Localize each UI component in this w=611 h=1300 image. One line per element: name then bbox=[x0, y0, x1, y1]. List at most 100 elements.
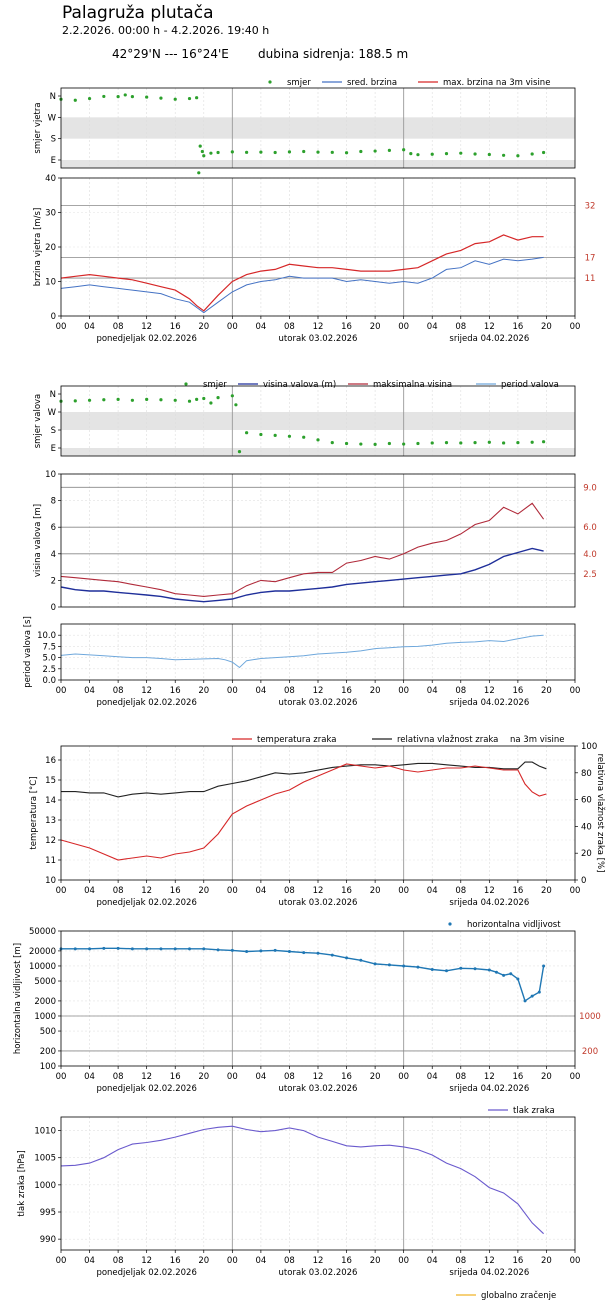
temp-humidity-day-label: srijeda 04.02.2026 bbox=[449, 898, 529, 908]
wind-dir-point bbox=[197, 171, 201, 175]
pressure-day-label: utorak 03.02.2026 bbox=[279, 1268, 358, 1278]
visibility-xtick-label: 12 bbox=[141, 1072, 152, 1082]
temp-humidity-day-label: utorak 03.02.2026 bbox=[279, 898, 358, 908]
wave-dir-point bbox=[344, 441, 349, 446]
wind-dir-point bbox=[430, 152, 434, 156]
wave-period-day-label: ponedjeljak 02.02.2026 bbox=[96, 698, 196, 708]
pressure-legend-label: globalno zračenje bbox=[481, 1290, 556, 1300]
wind-speed-xtick-label: 00 bbox=[56, 322, 67, 332]
wave-dir-point bbox=[202, 396, 206, 401]
temp-humidity-xtick-label: 16 bbox=[170, 886, 181, 896]
visibility-day-label: utorak 03.02.2026 bbox=[279, 1084, 358, 1094]
temp-humidity-xtick-label: 08 bbox=[284, 886, 295, 896]
wave-dir-band bbox=[61, 412, 575, 430]
wave-dir-ytick-label: S bbox=[51, 426, 56, 436]
wave-height-ytick-label: 2 bbox=[51, 576, 56, 586]
wave-period-ytick-label: 2.5 bbox=[42, 665, 56, 675]
wave-dir-frame bbox=[60, 385, 576, 457]
temp-humidity-xtick-label: 16 bbox=[512, 886, 523, 896]
visibility-ytick-label: 2000 bbox=[34, 997, 56, 1007]
wind-dir-ytick-label: W bbox=[48, 113, 57, 123]
wave-height-ytick-label: 0 bbox=[51, 603, 56, 613]
temp-humidity-xtick-label: 20 bbox=[198, 886, 209, 896]
visibility-xtick-label: 20 bbox=[541, 1072, 552, 1082]
wind-dir-point bbox=[473, 152, 477, 156]
date-range: 2.2.2026. 00:00 h - 4.2.2026. 19:40 h bbox=[62, 24, 270, 37]
wave-period-xtick-label: 16 bbox=[341, 686, 352, 696]
wave-dir-point bbox=[245, 431, 249, 435]
visibility-xtick-label: 16 bbox=[170, 1072, 181, 1082]
temp-humidity-xtick-label: 20 bbox=[370, 886, 381, 896]
wind-dir-point bbox=[330, 150, 334, 154]
wind-dir-ytick-label: N bbox=[50, 92, 56, 102]
wave-period-xtick-label: 08 bbox=[284, 686, 295, 696]
wind-speed-xtick-label: 00 bbox=[570, 322, 581, 332]
temp-humidity-day-label: ponedjeljak 02.02.2026 bbox=[96, 898, 196, 908]
wave-height-ref-label: 2.5 bbox=[583, 570, 597, 580]
wind-dir-point bbox=[359, 149, 363, 154]
wave-dir-point bbox=[316, 438, 320, 442]
temp-humidity-xtick-label: 04 bbox=[427, 886, 438, 896]
wave-period-xtick-label: 08 bbox=[113, 686, 124, 696]
pressure-xtick-label: 16 bbox=[512, 1256, 523, 1266]
pressure-ytick-label: 995 bbox=[40, 1208, 56, 1218]
wind-speed-series-max bbox=[60, 234, 544, 312]
wave-dir-point bbox=[387, 441, 391, 446]
wind-dir-point bbox=[409, 152, 413, 156]
wave-height-ytick-label: 10 bbox=[45, 470, 56, 480]
temp-humidity-xtick-label: 08 bbox=[455, 886, 466, 896]
wave-dir-point bbox=[359, 442, 363, 446]
wind-speed-xtick-label: 20 bbox=[541, 322, 552, 332]
wind-speed-xtick-label: 20 bbox=[198, 322, 209, 332]
wave-height-ytick-label: 8 bbox=[51, 497, 56, 507]
temp-humidity-legend-label: relativna vlažnost zraka bbox=[397, 735, 498, 745]
visibility-ylabel: horizontalna vidljivost [m] bbox=[13, 943, 23, 1054]
wind-speed-day-label: ponedjeljak 02.02.2026 bbox=[96, 334, 196, 344]
wind-dir-point bbox=[102, 94, 106, 99]
wind-dir-point bbox=[187, 96, 192, 101]
temp-humidity-ytick-right-label: 80 bbox=[581, 769, 592, 779]
coordinates: 42°29'N --- 16°24'E bbox=[112, 47, 229, 61]
wave-dir-ytick-label: W bbox=[48, 408, 57, 418]
wind-dir-point bbox=[200, 149, 204, 154]
temp-humidity-ytick-right-label: 40 bbox=[581, 822, 592, 832]
pressure-xtick-label: 12 bbox=[313, 1256, 324, 1266]
wave-dir-point bbox=[287, 434, 292, 438]
pressure-xtick-label: 04 bbox=[255, 1256, 266, 1266]
temp-humidity-ylabel: temperatura [°C] bbox=[29, 776, 39, 849]
visibility-legend-marker bbox=[448, 922, 452, 926]
wave-dir-point bbox=[473, 441, 477, 445]
wave-dir-point bbox=[87, 398, 92, 402]
wind-speed-xtick-label: 20 bbox=[370, 322, 381, 332]
wave-dir-legend-label: smjer bbox=[203, 380, 227, 390]
wave-period-ytick-label: 5.0 bbox=[42, 654, 56, 664]
wave-period-xtick-label: 12 bbox=[141, 686, 152, 696]
wave-period-xtick-label: 00 bbox=[56, 686, 67, 696]
pressure-ytick-label: 1005 bbox=[34, 1154, 56, 1164]
wind-dir-point bbox=[202, 154, 206, 158]
wave-dir-point bbox=[502, 441, 506, 445]
wave-dir-point bbox=[444, 441, 449, 445]
wave-period-xtick-label: 16 bbox=[170, 686, 181, 696]
wave-dir-point bbox=[541, 440, 546, 444]
wind-speed-ytick-label: 10 bbox=[45, 278, 56, 288]
wind-speed-day-label: utorak 03.02.2026 bbox=[279, 334, 358, 344]
wind-speed-ytick-label: 0 bbox=[51, 312, 56, 322]
temp-humidity-xtick-label: 00 bbox=[227, 886, 238, 896]
visibility-xtick-label: 04 bbox=[427, 1072, 438, 1082]
wave-dir-point bbox=[234, 403, 238, 407]
wave-period-ytick-label: 10.0 bbox=[37, 631, 56, 641]
temp-humidity-ytick-right-label: 100 bbox=[581, 742, 597, 752]
wind-dir-point bbox=[287, 150, 292, 154]
visibility-day-label: srijeda 04.02.2026 bbox=[449, 1084, 529, 1094]
wind-dir-point bbox=[373, 149, 377, 153]
wave-dir-point bbox=[159, 398, 163, 402]
pressure-xtick-label: 08 bbox=[455, 1256, 466, 1266]
pressure-xtick-label: 04 bbox=[427, 1256, 438, 1266]
temp-humidity-xtick-label: 04 bbox=[84, 886, 95, 896]
wind-dir-point bbox=[123, 93, 127, 97]
wave-dir-point bbox=[402, 442, 406, 446]
wave-dir-legend-marker bbox=[184, 382, 188, 386]
wind-speed-xtick-label: 12 bbox=[484, 322, 495, 332]
